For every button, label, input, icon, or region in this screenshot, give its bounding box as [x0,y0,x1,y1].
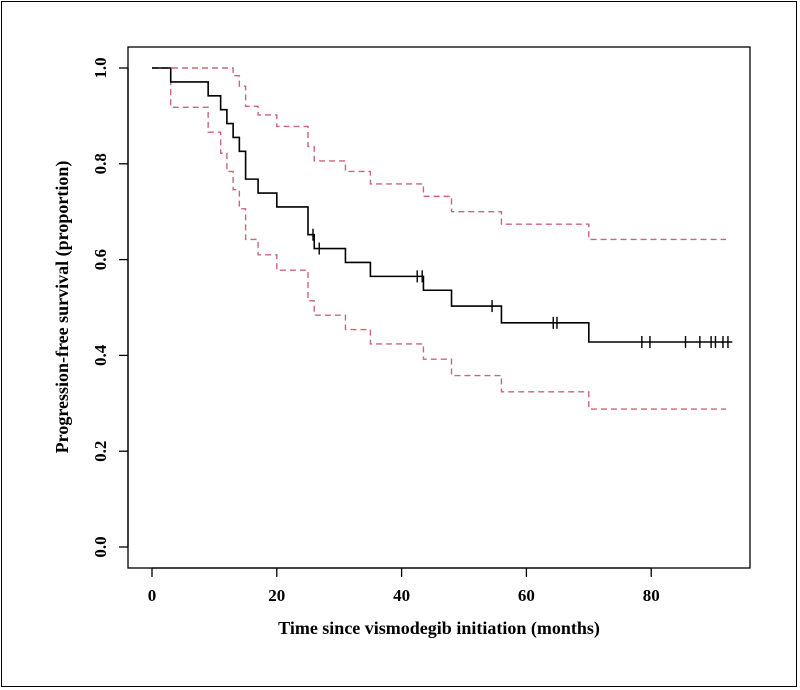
x-tick-label: 20 [268,586,285,605]
x-tick-label: 80 [643,586,660,605]
y-axis-title: Progression-free survival (proportion) [52,161,73,454]
confidence-band-curve [152,67,727,241]
x-tick-label: 0 [148,586,157,605]
confidence-band-curve [152,67,727,410]
x-axis-title: Time since vismodegib initiation (months… [278,618,600,639]
y-axis: 0.0 0.2 0.4 0.6 0.8 1.0 [91,57,129,558]
x-axis: 0 20 40 60 80 [148,567,660,605]
y-tick-label: 0.4 [91,344,110,366]
curves [152,67,733,410]
y-tick-label: 0.0 [91,536,110,557]
y-tick-label: 0.2 [91,441,110,462]
x-tick-label: 40 [393,586,410,605]
plot-area-border [127,46,751,569]
y-tick-label: 1.0 [91,57,110,78]
y-tick-label: 0.6 [91,249,110,270]
survival-curve [152,67,733,343]
x-tick-label: 60 [518,586,535,605]
y-tick-label: 0.8 [91,153,110,174]
